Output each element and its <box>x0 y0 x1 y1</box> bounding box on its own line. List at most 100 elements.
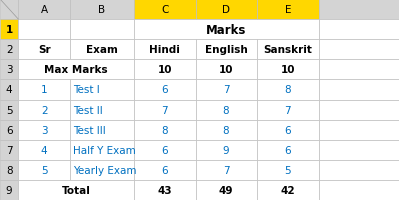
Bar <box>196 60 257 80</box>
Bar <box>319 0 399 20</box>
Bar <box>257 140 319 160</box>
Bar <box>196 160 257 180</box>
Text: 49: 49 <box>219 185 233 195</box>
Bar <box>134 180 196 200</box>
Text: 8: 8 <box>223 125 229 135</box>
Bar <box>18 80 70 100</box>
Bar <box>18 0 70 20</box>
Text: 42: 42 <box>280 185 295 195</box>
Bar <box>257 60 319 80</box>
Bar <box>70 80 134 100</box>
Text: English: English <box>205 45 247 55</box>
Text: 6: 6 <box>161 85 168 95</box>
Bar <box>319 60 399 80</box>
Text: 3: 3 <box>41 125 47 135</box>
Bar <box>0 20 18 40</box>
Text: 6: 6 <box>6 125 12 135</box>
Text: 6: 6 <box>284 145 291 155</box>
Bar <box>134 40 196 60</box>
Bar <box>0 60 18 80</box>
Bar <box>196 0 257 20</box>
Text: 8: 8 <box>223 105 229 115</box>
Bar <box>319 120 399 140</box>
Text: 1: 1 <box>6 25 13 35</box>
Bar <box>70 40 134 60</box>
Bar <box>70 140 134 160</box>
Text: 8: 8 <box>161 125 168 135</box>
Bar <box>134 140 196 160</box>
Bar <box>134 100 196 120</box>
Bar <box>196 40 257 60</box>
Bar <box>134 120 196 140</box>
Text: 5: 5 <box>284 165 291 175</box>
Bar <box>0 160 18 180</box>
Bar <box>319 140 399 160</box>
Bar <box>0 140 18 160</box>
Bar <box>319 80 399 100</box>
Bar <box>18 140 70 160</box>
Text: D: D <box>222 5 230 15</box>
Text: Exam: Exam <box>86 45 118 55</box>
Bar <box>257 100 319 120</box>
Bar <box>0 0 18 20</box>
Bar <box>257 180 319 200</box>
Bar <box>319 100 399 120</box>
Bar <box>134 20 319 40</box>
Text: Test I: Test I <box>73 85 100 95</box>
Bar <box>196 120 257 140</box>
Bar <box>134 160 196 180</box>
Text: 7: 7 <box>6 145 12 155</box>
Bar <box>196 100 257 120</box>
Text: 7: 7 <box>284 105 291 115</box>
Bar <box>257 40 319 60</box>
Bar <box>70 160 134 180</box>
Text: 7: 7 <box>161 105 168 115</box>
Text: 6: 6 <box>284 125 291 135</box>
Bar <box>319 40 399 60</box>
Text: A: A <box>41 5 47 15</box>
Text: 6: 6 <box>161 165 168 175</box>
Text: 10: 10 <box>280 65 295 75</box>
Text: 2: 2 <box>41 105 47 115</box>
Bar <box>18 20 70 40</box>
Text: Test III: Test III <box>73 125 106 135</box>
Text: 43: 43 <box>157 185 172 195</box>
Text: 9: 9 <box>6 185 12 195</box>
Bar <box>18 40 70 60</box>
Bar <box>319 20 399 40</box>
Bar <box>70 120 134 140</box>
Text: 10: 10 <box>157 65 172 75</box>
Text: 7: 7 <box>223 85 229 95</box>
Bar <box>18 180 134 200</box>
Bar <box>134 80 196 100</box>
Bar <box>70 0 134 20</box>
Bar <box>319 180 399 200</box>
Bar <box>196 180 257 200</box>
Text: 9: 9 <box>223 145 229 155</box>
Text: 3: 3 <box>6 65 12 75</box>
Text: Sr: Sr <box>38 45 50 55</box>
Bar <box>18 160 70 180</box>
Text: 5: 5 <box>6 105 12 115</box>
Text: 8: 8 <box>6 165 12 175</box>
Text: 5: 5 <box>41 165 47 175</box>
Text: 1: 1 <box>41 85 47 95</box>
Bar <box>196 140 257 160</box>
Bar <box>18 120 70 140</box>
Bar <box>134 60 196 80</box>
Bar <box>257 0 319 20</box>
Bar <box>257 120 319 140</box>
Text: Marks: Marks <box>206 24 247 36</box>
Text: E: E <box>284 5 291 15</box>
Bar <box>0 120 18 140</box>
Bar <box>257 80 319 100</box>
Bar <box>70 20 134 40</box>
Bar <box>0 100 18 120</box>
Text: 2: 2 <box>6 45 12 55</box>
Bar <box>0 40 18 60</box>
Text: Sanskrit: Sanskrit <box>263 45 312 55</box>
Bar <box>257 160 319 180</box>
Text: 10: 10 <box>219 65 233 75</box>
Text: 8: 8 <box>284 85 291 95</box>
Text: Half Y Exam: Half Y Exam <box>73 145 136 155</box>
